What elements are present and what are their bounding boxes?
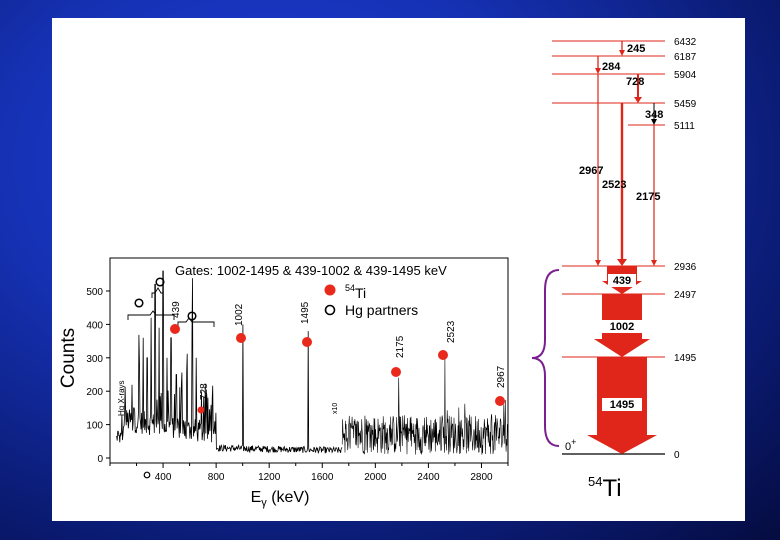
- peak-label: 2523: [446, 320, 457, 343]
- ti-peak-marker: [302, 337, 312, 347]
- y-tick-label: 500: [86, 287, 103, 298]
- level-label-5459: 5459: [674, 99, 697, 110]
- transition-label-284: 284: [602, 61, 621, 73]
- nucleus-label: 54Ti: [588, 474, 622, 502]
- connection-brace: [531, 269, 560, 447]
- slide-canvas: 0 100 200 300 400 500 400 800 1200 1600 2000 2400 2…: [52, 18, 745, 521]
- y-axis-ticks: 0 100 200 300 400 500: [86, 287, 110, 465]
- transition-label-439: 439: [613, 275, 631, 287]
- spectrum-panel: 0 100 200 300 400 500 400 800 1200 1600 2000 2400 2…: [58, 257, 509, 509]
- transition-728-arrowhead: [634, 97, 642, 103]
- ti-peak-marker: [170, 324, 180, 334]
- label-box-439: [608, 274, 636, 287]
- ti-peak-marker: [197, 406, 205, 414]
- transition-label-728: 728: [626, 76, 644, 88]
- ti-peak-marker: [495, 396, 505, 406]
- x-tick-label: 800: [208, 472, 225, 483]
- transition-label-348: 348: [645, 109, 663, 121]
- ti-peak-marker: [236, 333, 246, 343]
- transition-label-1002: 1002: [610, 321, 634, 333]
- x10-label: x10: [332, 403, 339, 414]
- hg-brace-3: [177, 317, 215, 327]
- peak-label: 1002: [234, 303, 245, 326]
- y-tick-label: 0: [97, 454, 103, 465]
- ti-legend-marker: [324, 284, 336, 296]
- x-axis-label: Eγ (keV): [251, 489, 310, 509]
- x-tick-label: 400: [155, 472, 172, 483]
- thin-transitions: [595, 41, 657, 266]
- y-tick-label: 300: [86, 354, 103, 365]
- x-tick-label: 1600: [311, 472, 334, 483]
- y-tick-label: 200: [86, 387, 103, 398]
- transition-label-2967: 2967: [579, 165, 603, 177]
- spectrum-trace-low: [116, 270, 343, 454]
- hg-partner-marker-axis: [143, 471, 151, 479]
- ti-legend-label: 54Ti: [345, 283, 366, 301]
- plot-frame: [109, 257, 509, 464]
- peak-label: 2175: [395, 335, 406, 358]
- x-tick-label: 1200: [258, 472, 281, 483]
- level-label-0: 0: [674, 450, 680, 461]
- hg-xrays-label: Hg X-rays: [117, 380, 126, 416]
- transition-284-arrowhead: [595, 68, 601, 74]
- label-box-1002: [602, 320, 642, 333]
- transition-2175-arrowhead: [651, 260, 657, 266]
- x-tick-label: 2800: [470, 472, 493, 483]
- transition-label-1495: 1495: [610, 399, 634, 411]
- y-tick-label: 100: [86, 421, 103, 432]
- ti-peak-marker: [438, 350, 448, 360]
- spectrum-trace-high: [341, 357, 508, 455]
- hg-brace-2: [151, 287, 164, 298]
- peak-label: 439: [171, 301, 182, 318]
- hg-partner-marker: [155, 277, 165, 287]
- level-label-6187: 6187: [674, 52, 697, 63]
- x-tick-label: 2000: [364, 472, 387, 483]
- level-label-5904: 5904: [674, 70, 697, 81]
- level-label-1495: 1495: [674, 353, 697, 364]
- transition-label-245: 245: [627, 43, 645, 55]
- transition-348-arrowhead: [651, 119, 657, 125]
- label-box-1495: [602, 398, 642, 411]
- transition-label-2523: 2523: [602, 179, 626, 191]
- peak-label: 1495: [300, 301, 311, 324]
- ground-spin-label: 0+: [565, 437, 576, 453]
- level-label-6432: 6432: [674, 37, 697, 48]
- x-axis-ticks: 400 800 1200 1600 2000 2400 2800: [109, 463, 509, 483]
- peak-markers: 439 728 1002 1495 2175 2523 2967: [170, 301, 507, 414]
- figure: 0 100 200 300 400 500 400 800 1200 1600 2000 2400 2…: [58, 37, 697, 509]
- level-label-5111: 5111: [674, 121, 695, 132]
- hg-partner-marker: [134, 298, 144, 308]
- level-label-2497: 2497: [674, 290, 697, 301]
- level-label-2936: 2936: [674, 262, 697, 273]
- level-scheme: 6432 6187 5904 5459 5111 2936 2497 1495 …: [552, 37, 697, 502]
- transition-label-2175: 2175: [636, 191, 660, 203]
- y-tick-label: 400: [86, 320, 103, 331]
- hg-legend-marker: [324, 304, 336, 316]
- hg-partner-marker: [187, 311, 197, 321]
- transition-245-arrowhead: [619, 50, 625, 56]
- x-tick-label: 2400: [417, 472, 440, 483]
- gates-text: Gates: 1002-1495 & 439-1002 & 439-1495 k…: [175, 263, 447, 278]
- hg-legend-label: Hg partners: [345, 302, 418, 318]
- transition-2967-arrowhead: [595, 260, 601, 266]
- ti-peak-marker: [391, 367, 401, 377]
- y-axis-label: Counts: [58, 328, 79, 388]
- transition-2523-arrowhead: [617, 259, 627, 266]
- hg-brace-1: [127, 310, 175, 320]
- peak-label: 728: [199, 383, 210, 400]
- peak-label: 2967: [496, 365, 507, 388]
